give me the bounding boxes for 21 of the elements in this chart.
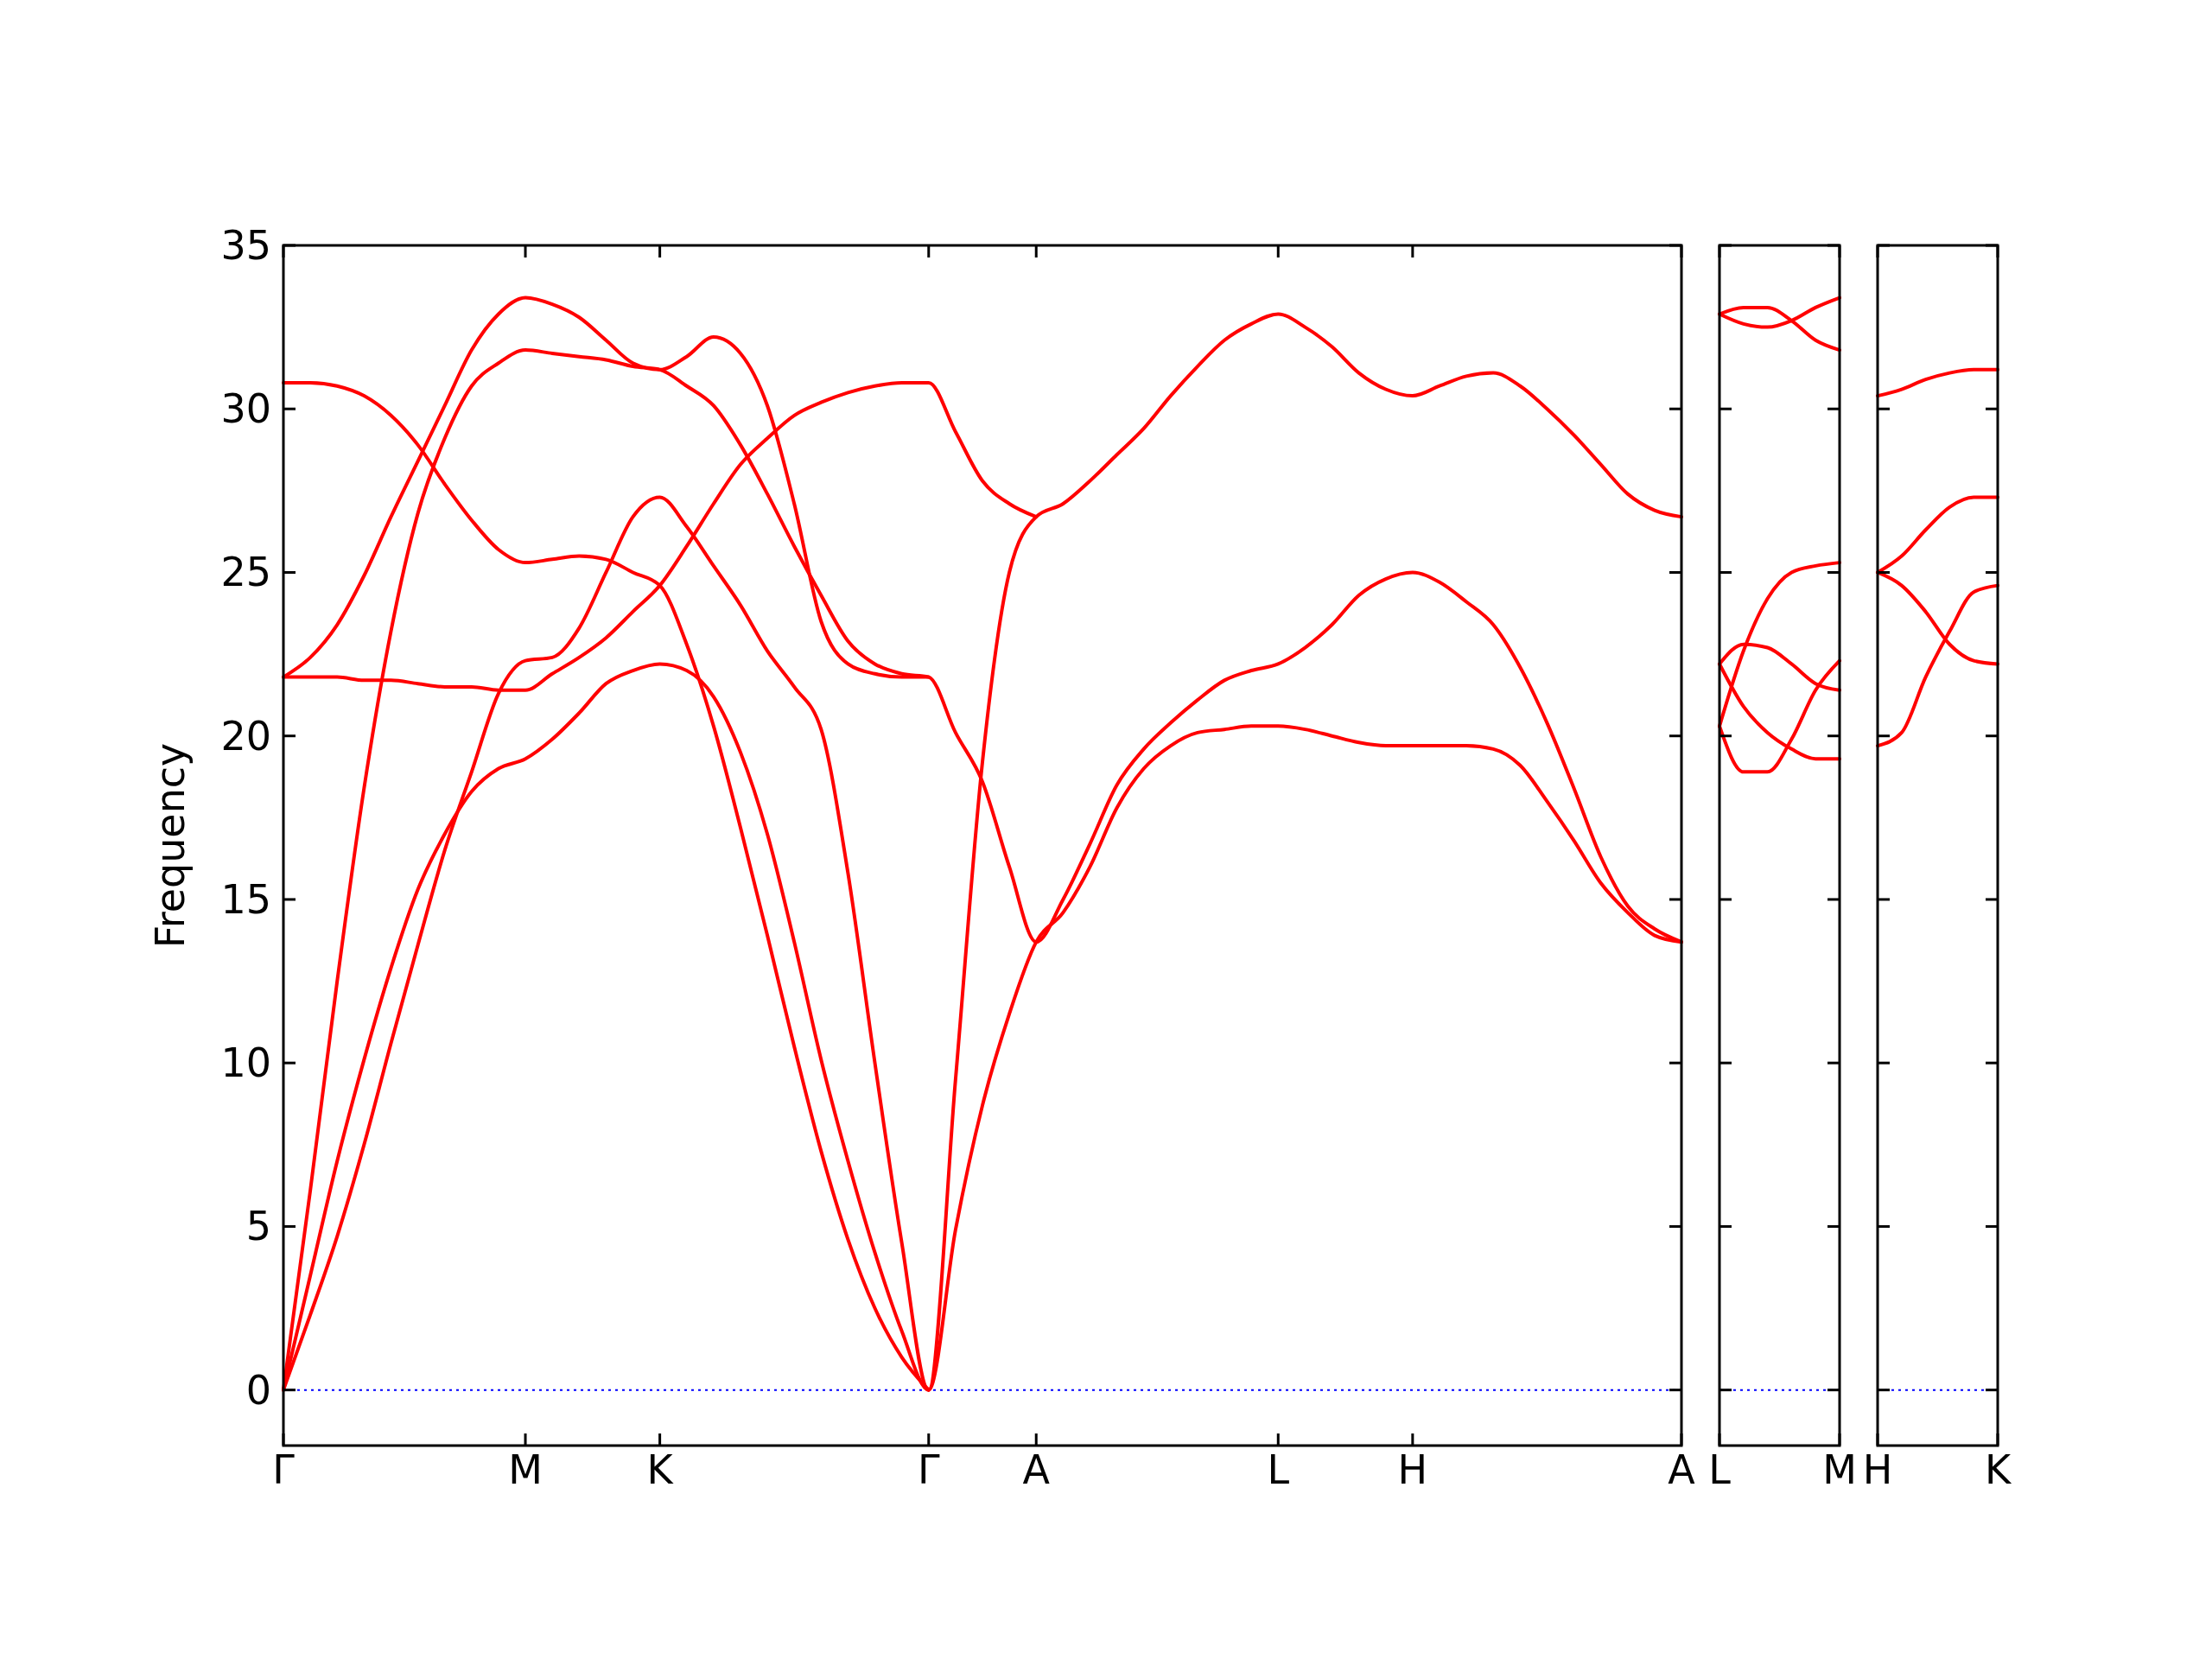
x-tick-label: L [1708, 1446, 1732, 1493]
y-tick-label: 10 [220, 1039, 271, 1087]
x-tick-label: H [1862, 1446, 1893, 1493]
y-axis-title: Frequency [147, 742, 194, 949]
y-tick-label: 20 [220, 712, 271, 760]
y-tick-label: 5 [245, 1203, 271, 1250]
y-tick-label: 25 [220, 549, 271, 596]
x-tick-label: L [1267, 1446, 1290, 1493]
y-tick-label: 15 [220, 875, 271, 923]
y-tick-label: 35 [220, 222, 271, 269]
x-tick-label: K [1984, 1446, 2012, 1493]
y-tick-label: 0 [245, 1366, 271, 1414]
x-tick-label: Γ [272, 1446, 296, 1493]
x-tick-label: K [646, 1446, 675, 1493]
x-tick-label: A [1668, 1446, 1696, 1493]
x-tick-label: Γ [917, 1446, 940, 1493]
x-tick-label: H [1397, 1446, 1428, 1493]
x-tick-label: M [508, 1446, 543, 1493]
y-tick-label: 30 [220, 385, 271, 433]
x-tick-label: A [1022, 1446, 1051, 1493]
x-tick-label: M [1822, 1446, 1857, 1493]
